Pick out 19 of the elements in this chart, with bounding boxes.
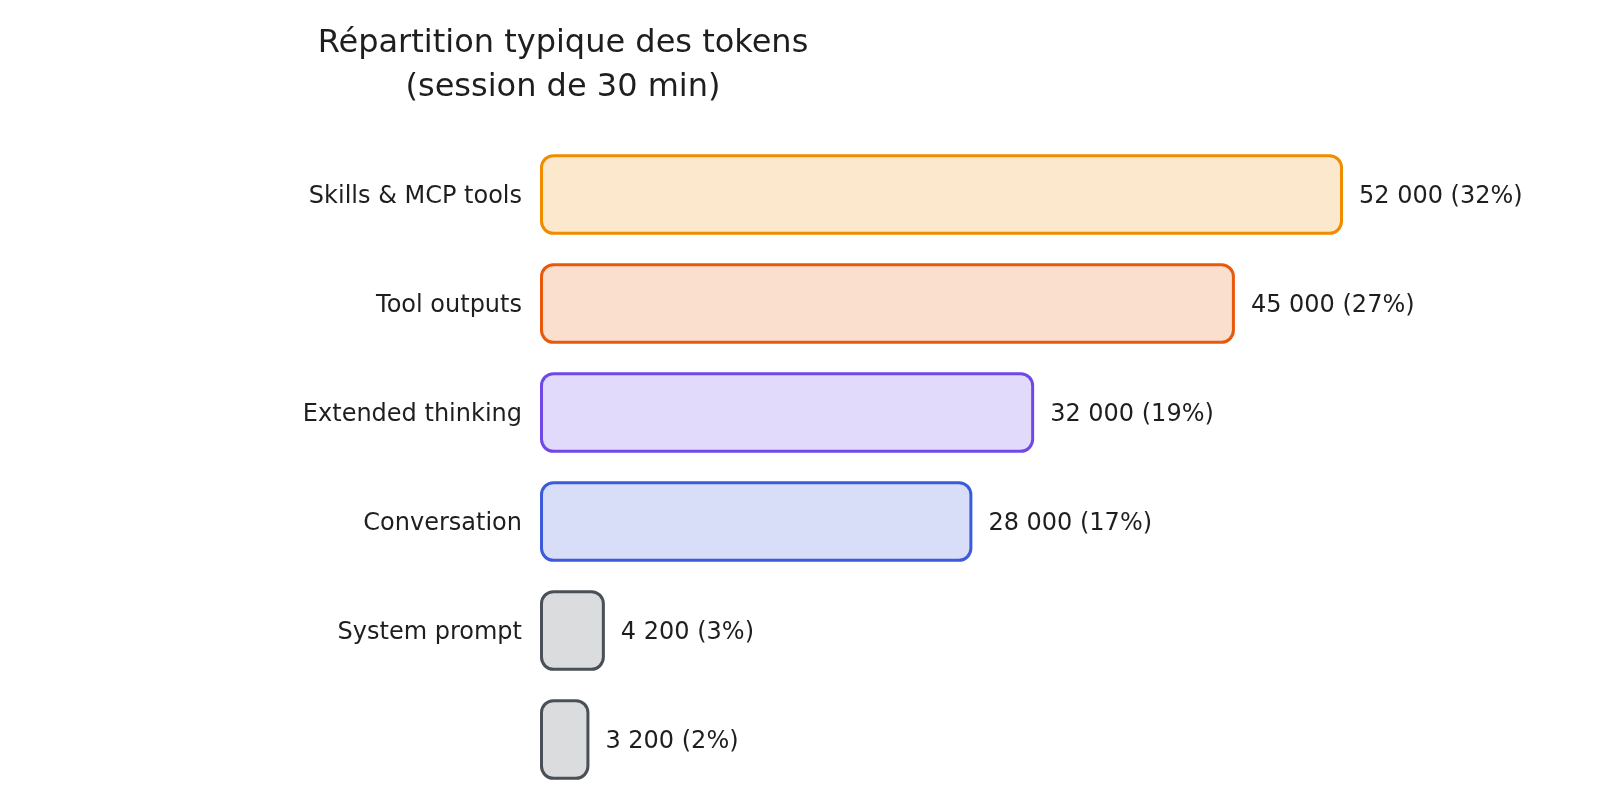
bar	[540, 263, 1235, 344]
bar	[540, 372, 1035, 453]
data-label: 4 200 (3%)	[620, 616, 754, 645]
bar	[540, 699, 590, 780]
data-label: 32 000 (19%)	[1050, 398, 1214, 427]
y-tick-label: Extended thinking	[302, 398, 522, 427]
data-label: 3 200 (2%)	[605, 725, 739, 754]
data-label: 28 000 (17%)	[988, 507, 1153, 536]
bar	[540, 481, 973, 562]
y-tick-label: Skills & MCP tools	[308, 180, 522, 209]
bar	[540, 154, 1343, 235]
bar	[540, 590, 605, 671]
y-tick-label: Conversation	[363, 507, 522, 536]
data-label: 52 000 (32%)	[1359, 180, 1523, 209]
y-tick-label: Tool outputs	[375, 289, 522, 318]
chart-title: Répartition typique des tokens	[317, 22, 809, 60]
y-tick-label: System prompt	[337, 616, 522, 645]
data-label: 45 000 (27%)	[1250, 289, 1415, 318]
chart-subtitle: (session de 30 min)	[405, 66, 721, 104]
